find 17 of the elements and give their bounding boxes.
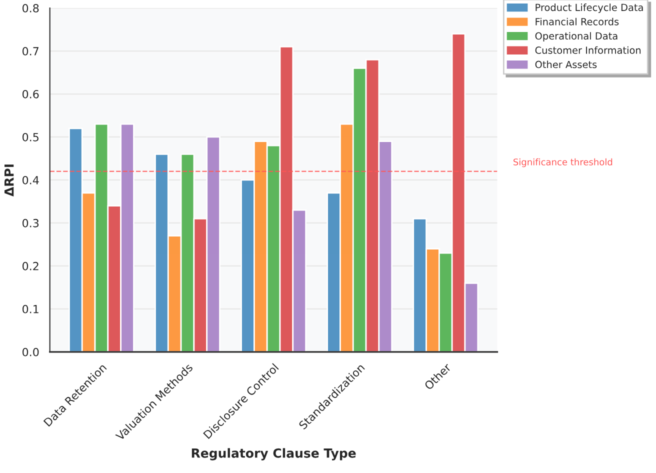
x-axis-title: Regulatory Clause Type (192, 448, 356, 460)
legend-label: Product Lifecycle Data (536, 4, 643, 13)
y-tick-label: 0.4 (22, 176, 39, 184)
y-axis-title: ΔRPI (4, 164, 14, 196)
y-tick-label: 0.0 (22, 348, 39, 356)
y-tick-label: 0.3 (22, 218, 39, 228)
ref-line-label: Significance threshold (514, 158, 612, 168)
y-tick-label: 0.1 (22, 304, 38, 314)
y-tick-label: 0.6 (22, 90, 39, 98)
legend-label: Customer Information (535, 46, 641, 54)
y-tick-label: 0.5 (22, 132, 38, 142)
y-tick-label: 0.2 (22, 262, 38, 270)
legend-label: Other Assets (535, 60, 597, 68)
y-tick-label: 0.7 (22, 47, 38, 56)
legend-label: Operational Data (535, 32, 618, 42)
y-tick-label: 0.8 (22, 4, 39, 12)
legend-label: Financial Records (536, 18, 619, 26)
